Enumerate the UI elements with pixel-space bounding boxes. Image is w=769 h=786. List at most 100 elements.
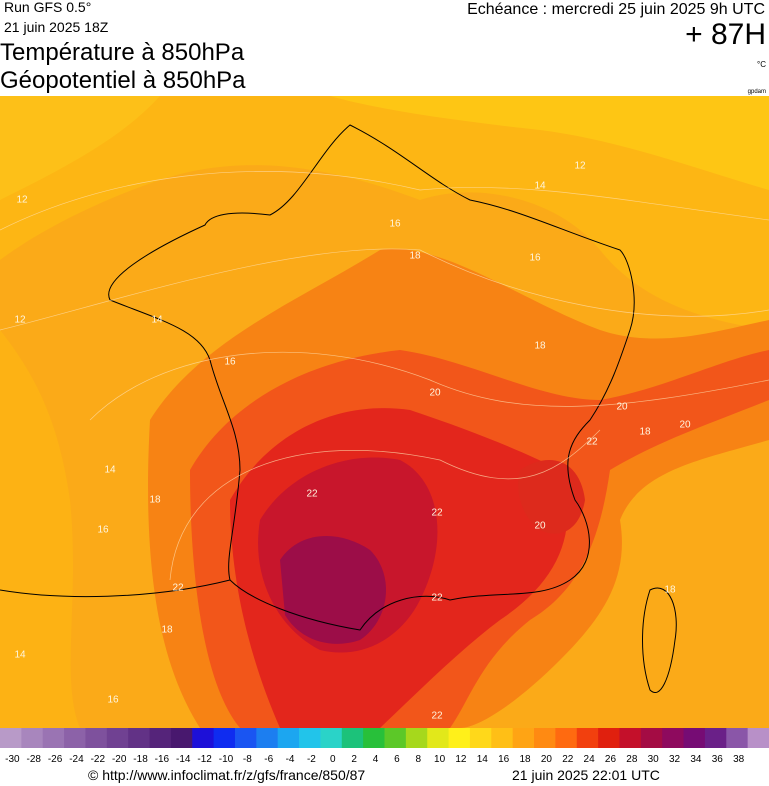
contour-label: 22 — [306, 489, 318, 500]
color-swatch — [427, 728, 450, 748]
scale-tick-label: -24 — [69, 754, 84, 765]
contour-label: 20 — [534, 521, 546, 532]
color-swatch — [106, 728, 129, 748]
contour-label: 18 — [161, 625, 173, 636]
color-swatch — [512, 728, 535, 748]
contour-label: 14 — [104, 465, 116, 476]
credit: gpdam — [748, 89, 766, 95]
cool-zone — [330, 96, 769, 190]
scale-tick-label: 2 — [351, 754, 357, 765]
contour-label: 18 — [149, 495, 161, 506]
color-swatch — [448, 728, 471, 748]
isotherms — [0, 171, 769, 581]
scale-tick-label: -12 — [197, 754, 212, 765]
color-swatch — [405, 728, 428, 748]
color-swatch — [555, 728, 578, 748]
color-swatch — [640, 728, 663, 748]
color-swatch — [0, 728, 22, 748]
color-swatch — [85, 728, 108, 748]
contour-label: 16 — [97, 525, 109, 536]
contour-label: 20 — [429, 388, 441, 399]
map-title: Température à 850hPa — [0, 39, 245, 66]
contour-label: 22 — [431, 593, 443, 604]
run-label: Run GFS 0.5° — [4, 0, 91, 15]
source-url: © http://www.infoclimat.fr/z/gfs/france/… — [88, 767, 365, 783]
scale-tick-label: 34 — [690, 754, 702, 765]
scale-tick-label: 6 — [394, 754, 400, 765]
scale-tick-label: 10 — [434, 754, 446, 765]
lead-time: + 87H — [685, 18, 766, 51]
scale-tick-label: -16 — [155, 754, 170, 765]
contour-label: 16 — [529, 253, 541, 264]
hot-zone — [518, 460, 585, 534]
scale-tick-label: 16 — [498, 754, 510, 765]
color-swatch — [534, 728, 556, 748]
contour-label: 12 — [574, 161, 586, 172]
color-swatch — [491, 728, 514, 748]
scale-tick-label: -8 — [243, 754, 252, 765]
scale-tick-label: 4 — [373, 754, 379, 765]
color-swatch — [704, 728, 727, 748]
color-scale: -30 -28 -26 -24 -22 -20 -18 -16 -14 -12 -10 -8 -6 -4-… — [0, 728, 769, 765]
scale-tick-label: 20 — [541, 754, 553, 765]
color-swatch — [42, 728, 65, 748]
color-swatch — [469, 728, 492, 748]
scale-tick-label: 22 — [562, 754, 574, 765]
contour-label: 18 — [664, 585, 676, 596]
temperature-map: 12 14 12 16 18 16 12 14 16 18 20 20 20 2… — [0, 96, 769, 728]
scale-tick-label: -2 — [307, 754, 316, 765]
map-subtitle: Géopotentiel à 850hPa — [0, 67, 246, 94]
color-swatch — [64, 728, 86, 748]
cool-zone — [0, 330, 80, 728]
color-swatch — [598, 728, 620, 748]
cool-zone — [0, 96, 160, 200]
color-swatch — [213, 728, 236, 748]
scale-tick-label: 30 — [648, 754, 660, 765]
color-swatch — [341, 728, 364, 748]
scale-tick-label: 32 — [669, 754, 681, 765]
contour-label: 14 — [14, 650, 26, 661]
scale-tick-label: -18 — [133, 754, 148, 765]
spain-coast — [0, 579, 231, 598]
unit: °C — [757, 60, 766, 69]
contour-label: 16 — [224, 357, 236, 368]
scale-tick-label: 26 — [605, 754, 617, 765]
france-border — [108, 124, 635, 631]
color-swatch — [256, 728, 279, 748]
color-swatch — [662, 728, 685, 748]
contour-label: 14 — [151, 315, 163, 326]
color-swatch — [299, 728, 321, 748]
generated-time: 21 juin 2025 22:01 UTC — [512, 767, 660, 783]
valid-time: Echéance : mercredi 25 juin 2025 9h UTC — [467, 1, 765, 18]
contour-label: 12 — [16, 195, 28, 206]
scale-tick-label: -14 — [176, 754, 191, 765]
extreme-zone — [280, 536, 387, 644]
corsica-border — [642, 587, 677, 693]
contour-label: 14 — [534, 181, 546, 192]
color-swatch — [683, 728, 706, 748]
contour-label: 22 — [431, 508, 443, 519]
contour-label: 18 — [409, 251, 421, 262]
color-swatch — [170, 728, 193, 748]
contour-label: 22 — [172, 583, 184, 594]
scale-tick-label: -22 — [91, 754, 106, 765]
scale-tick-label: -20 — [112, 754, 127, 765]
scale-tick-label: 24 — [584, 754, 596, 765]
contour-label: 22 — [431, 711, 443, 722]
contour-label: 22 — [586, 437, 598, 448]
scale-tick-label: 38 — [733, 754, 745, 765]
scale-tick-label: -30 — [5, 754, 20, 765]
scale-tick-label: -26 — [48, 754, 63, 765]
scale-tick-label: 36 — [712, 754, 724, 765]
color-swatch — [149, 728, 172, 748]
contour-label: 20 — [679, 420, 691, 431]
scale-tick-label: 14 — [477, 754, 489, 765]
contour-label: 16 — [389, 219, 401, 230]
color-swatch — [234, 728, 257, 748]
scale-tick-label: 28 — [626, 754, 638, 765]
color-swatch — [384, 728, 407, 748]
contour-label: 18 — [534, 341, 546, 352]
contour-label: 16 — [107, 695, 119, 706]
color-swatch — [192, 728, 215, 748]
